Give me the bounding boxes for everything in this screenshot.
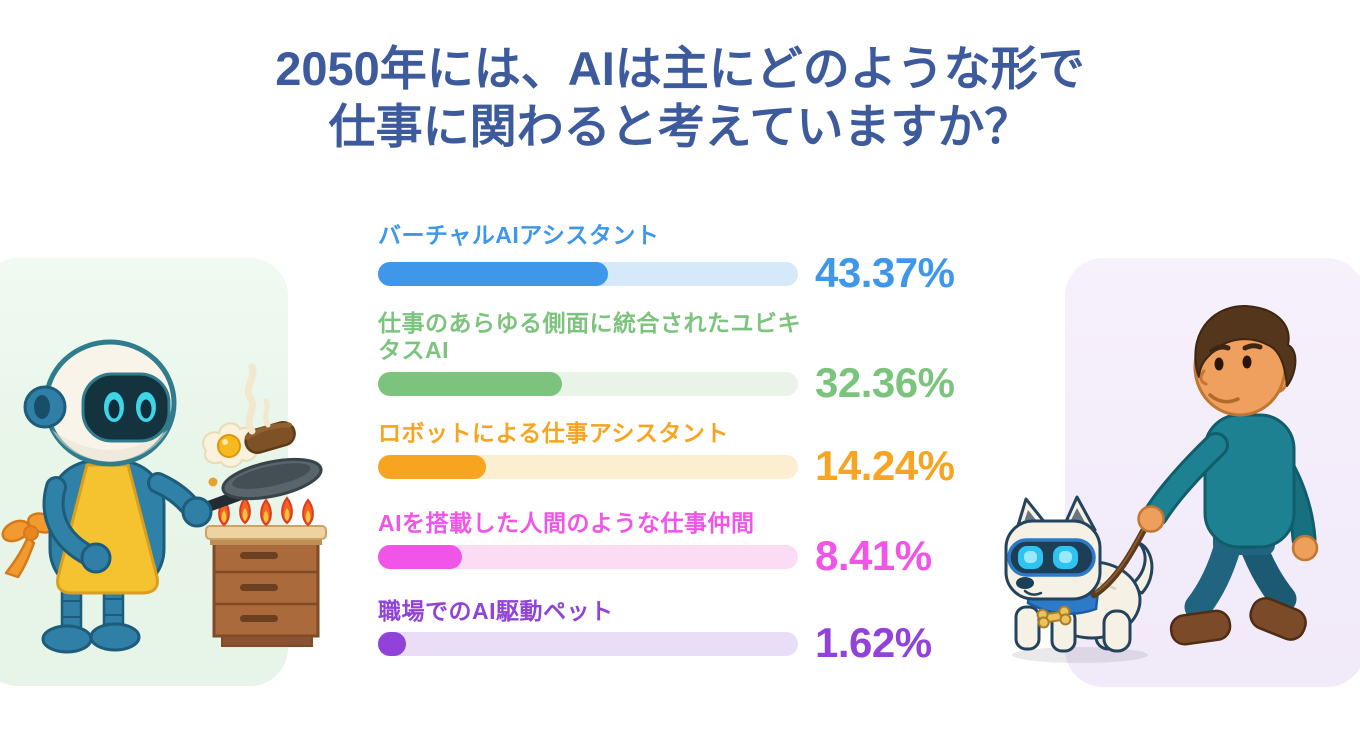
bar-value: 14.24% (815, 442, 955, 490)
chart-row-ai-pet-at-work: 職場でのAI駆動ペット 1.62% (378, 598, 1038, 666)
chart-row-robot-work-assistant: ロボットによる仕事アシスタント 14.24% (378, 420, 1038, 489)
bar-label: AIを搭載した人間のような仕事仲間 (378, 510, 755, 536)
left-illustration-panel (0, 258, 288, 686)
bar-track (378, 545, 798, 569)
dog-nose-icon (1016, 577, 1034, 589)
bar-fill (378, 372, 563, 396)
bar-label: 仕事のあらゆる側面に統合されたユビキタスAI (378, 310, 801, 363)
bar-fill (378, 545, 462, 569)
bar-track (378, 372, 798, 396)
bar-label: バーチャルAIアシスタント (378, 222, 660, 248)
bar-value: 8.41% (815, 532, 932, 580)
bar-value: 43.37% (815, 249, 955, 297)
chart-row-virtual-ai-assistant: バーチャルAIアシスタント 43.37% (378, 222, 1038, 296)
chart-row-ubiquitous-ai: 仕事のあらゆる側面に統合されたユビキタスAI 32.36% (378, 310, 1038, 406)
bar-value: 1.62% (815, 619, 932, 667)
bar-track (378, 455, 798, 479)
right-illustration-panel (1065, 258, 1360, 687)
page-title: 2050年には、AIは主にどのような形で 仕事に関わると考えていますか？ (0, 40, 1360, 156)
bar-track (378, 632, 798, 656)
bar-fill (378, 632, 406, 656)
chart-row-humanlike-ai-coworker: AIを搭載した人間のような仕事仲間 8.41% (378, 510, 1038, 579)
page-title-line2: 仕事に関わると考えていますか？ (328, 100, 1032, 153)
bar-label: 職場でのAI駆動ペット (378, 598, 614, 624)
bar-fill (378, 455, 487, 479)
bar-label: ロボットによる仕事アシスタント (378, 420, 729, 446)
bar-track (378, 262, 798, 286)
page-title-line1: 2050年には、AIは主にどのような形で (275, 42, 1085, 95)
bar-value: 32.36% (815, 359, 955, 407)
bar-fill (378, 262, 609, 286)
